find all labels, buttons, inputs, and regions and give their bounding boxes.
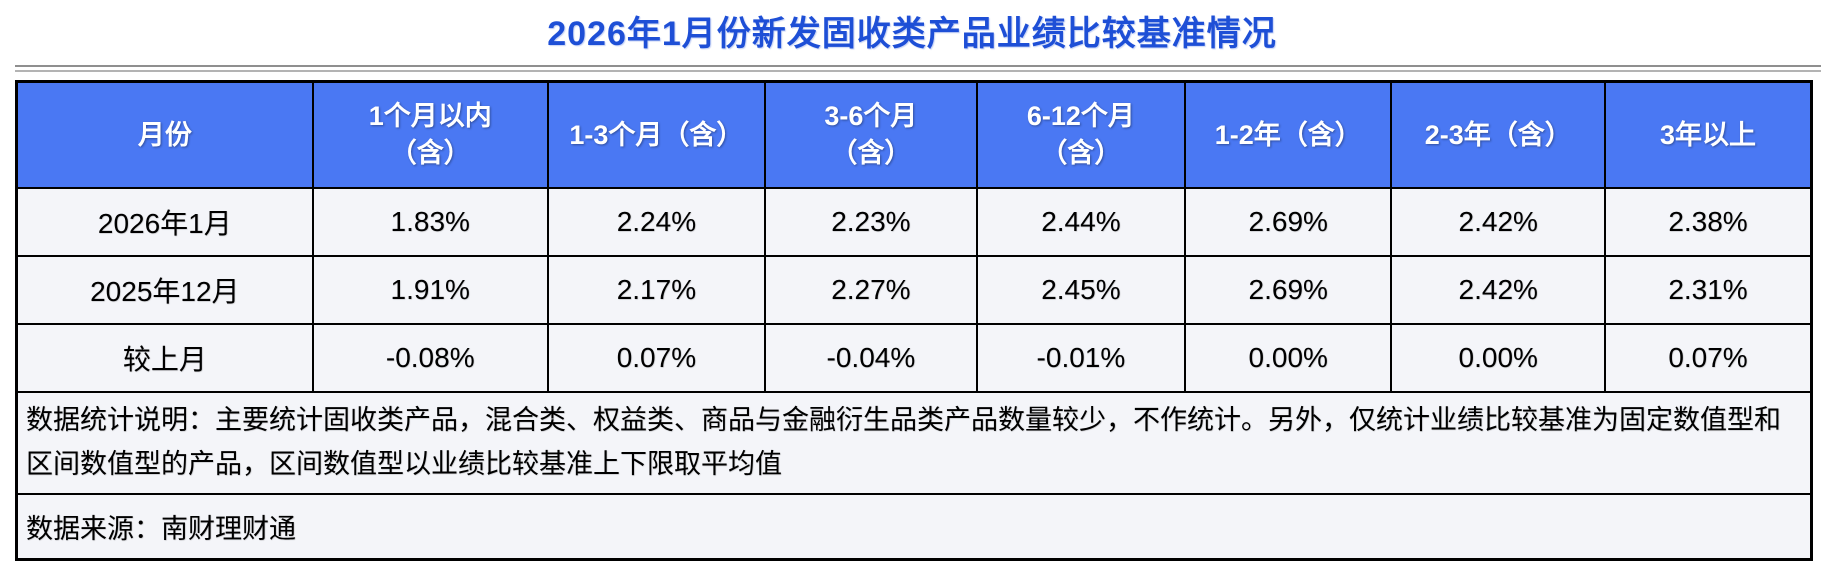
col-header-within-1m: 1个月以内 （含） (311, 80, 549, 189)
col-header-3-6m: 3-6个月 （含） (764, 80, 978, 189)
cell-value: 2.31% (1604, 254, 1813, 325)
cell-value: 2.69% (1184, 186, 1393, 257)
cell-value: 0.00% (1390, 322, 1607, 393)
header-row: 月份 1个月以内 （含） 1-3个月（含） 3-6个月 （含） 6-12个月 （… (15, 80, 1813, 189)
col-header-over-3y: 3年以上 (1604, 80, 1813, 189)
cell-value: 2.27% (764, 254, 978, 325)
cell-value: 0.07% (546, 322, 767, 393)
row-label: 较上月 (15, 322, 314, 393)
cell-value: 2.17% (546, 254, 767, 325)
cell-value: 2.69% (1184, 254, 1393, 325)
data-source-row: 数据来源：南财理财通 (15, 492, 1813, 561)
cell-value: 0.00% (1184, 322, 1393, 393)
table-row-mom-change: 较上月 -0.08% 0.07% -0.04% -0.01% 0.00% 0.0… (15, 322, 1813, 393)
cell-value: -0.08% (311, 322, 549, 393)
page-title: 2026年1月份新发固收类产品业绩比较基准情况 (547, 15, 1277, 53)
cell-value: 1.91% (311, 254, 549, 325)
benchmark-table: 月份 1个月以内 （含） 1-3个月（含） 3-6个月 （含） 6-12个月 （… (15, 80, 1813, 561)
cell-value: 2.23% (764, 186, 978, 257)
statistics-note-text: 数据统计说明：主要统计固收类产品，混合类、权益类、商品与金融衍生品类产品数量较少… (15, 390, 1813, 495)
title-divider (15, 65, 1821, 72)
cell-value: 0.07% (1604, 322, 1813, 393)
col-header-6-12m: 6-12个月 （含） (975, 80, 1187, 189)
col-header-month: 月份 (15, 80, 314, 189)
cell-value: 2.44% (975, 186, 1187, 257)
col-header-1-3m: 1-3个月（含） (546, 80, 767, 189)
data-source-text: 数据来源：南财理财通 (15, 492, 1813, 561)
statistics-note-row: 数据统计说明：主要统计固收类产品，混合类、权益类、商品与金融衍生品类产品数量较少… (15, 390, 1813, 495)
cell-value: 1.83% (311, 186, 549, 257)
table-row-2025-12: 2025年12月 1.91% 2.17% 2.27% 2.45% 2.69% 2… (15, 254, 1813, 325)
cell-value: 2.45% (975, 254, 1187, 325)
row-label: 2025年12月 (15, 254, 314, 325)
cell-value: 2.24% (546, 186, 767, 257)
cell-value: -0.04% (764, 322, 978, 393)
col-header-2-3y: 2-3年（含） (1390, 80, 1607, 189)
table-row-2026-01: 2026年1月 1.83% 2.24% 2.23% 2.44% 2.69% 2.… (15, 186, 1813, 257)
cell-value: 2.42% (1390, 186, 1607, 257)
cell-value: 2.42% (1390, 254, 1607, 325)
cell-value: 2.38% (1604, 186, 1813, 257)
col-header-1-2y: 1-2年（含） (1184, 80, 1393, 189)
cell-value: -0.01% (975, 322, 1187, 393)
row-label: 2026年1月 (15, 186, 314, 257)
